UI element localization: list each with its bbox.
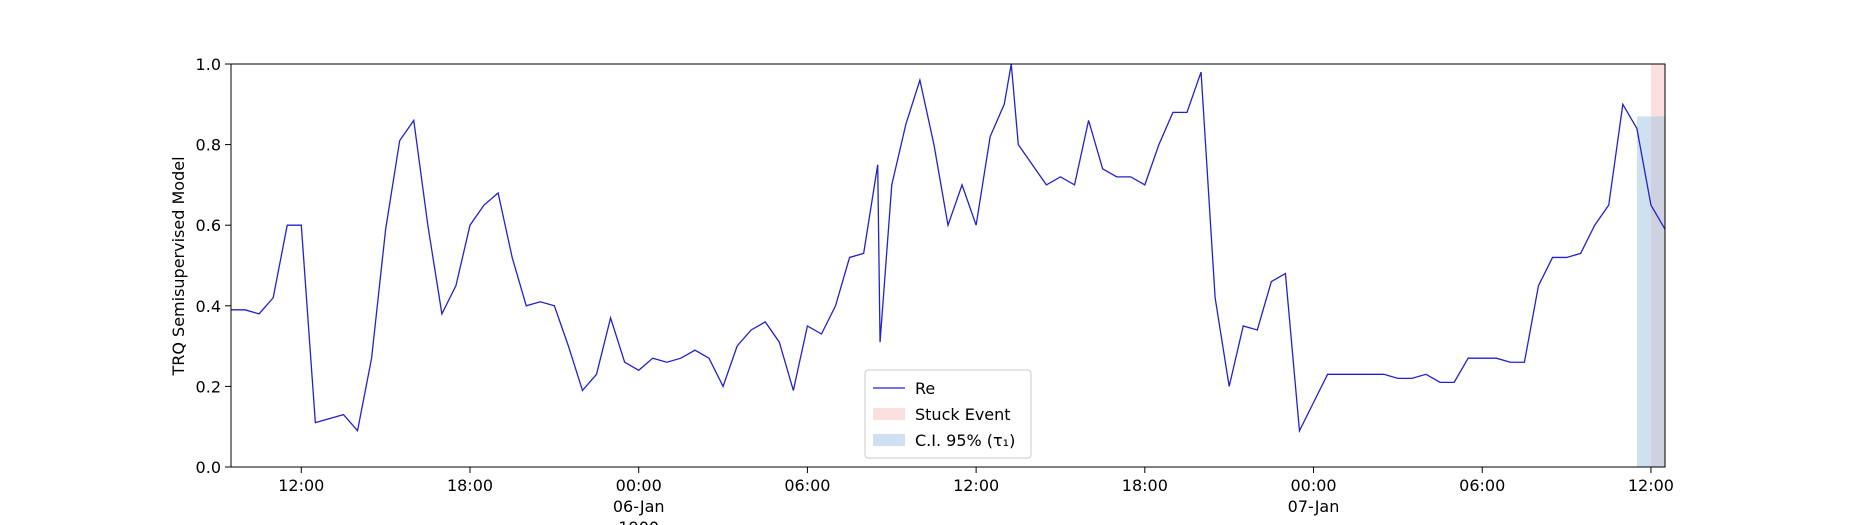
shaded-span: [1636, 116, 1665, 467]
x-tick-label: 06:00: [1459, 476, 1505, 495]
x-tick-label: 12:00: [953, 476, 999, 495]
legend: Re Stuck Event C.I. 95% (τ₁): [864, 369, 1032, 459]
y-tick-label: 0.4: [196, 297, 221, 316]
legend-label: Re: [915, 379, 935, 398]
y-tick-label: 0.8: [196, 136, 221, 155]
y-tick-label: 0.6: [196, 216, 221, 235]
x-tick-label: 18:00: [1122, 476, 1168, 495]
y-tick-label: 0.0: [196, 458, 221, 477]
legend-label: C.I. 95% (τ₁): [915, 431, 1015, 450]
y-axis-label: TRQ Semisupervised Model: [169, 156, 188, 376]
y-tick-label: 1.0: [196, 55, 221, 74]
x-tick-label: 00:00 07-Jan: [1288, 476, 1340, 516]
legend-label: Stuck Event: [915, 405, 1011, 424]
y-tick-label: 0.2: [196, 377, 221, 396]
x-tick-label: 18:00: [447, 476, 493, 495]
legend-swatch: [873, 408, 905, 420]
x-tick-label: 12:00: [278, 476, 324, 495]
legend-box: [864, 369, 1032, 459]
legend-swatch: [873, 434, 905, 446]
x-tick-label: 12:00: [1628, 476, 1674, 495]
plot-frame: [230, 63, 1666, 468]
data-line: [231, 63, 1666, 434]
x-tick-label: 06:00: [784, 476, 830, 495]
